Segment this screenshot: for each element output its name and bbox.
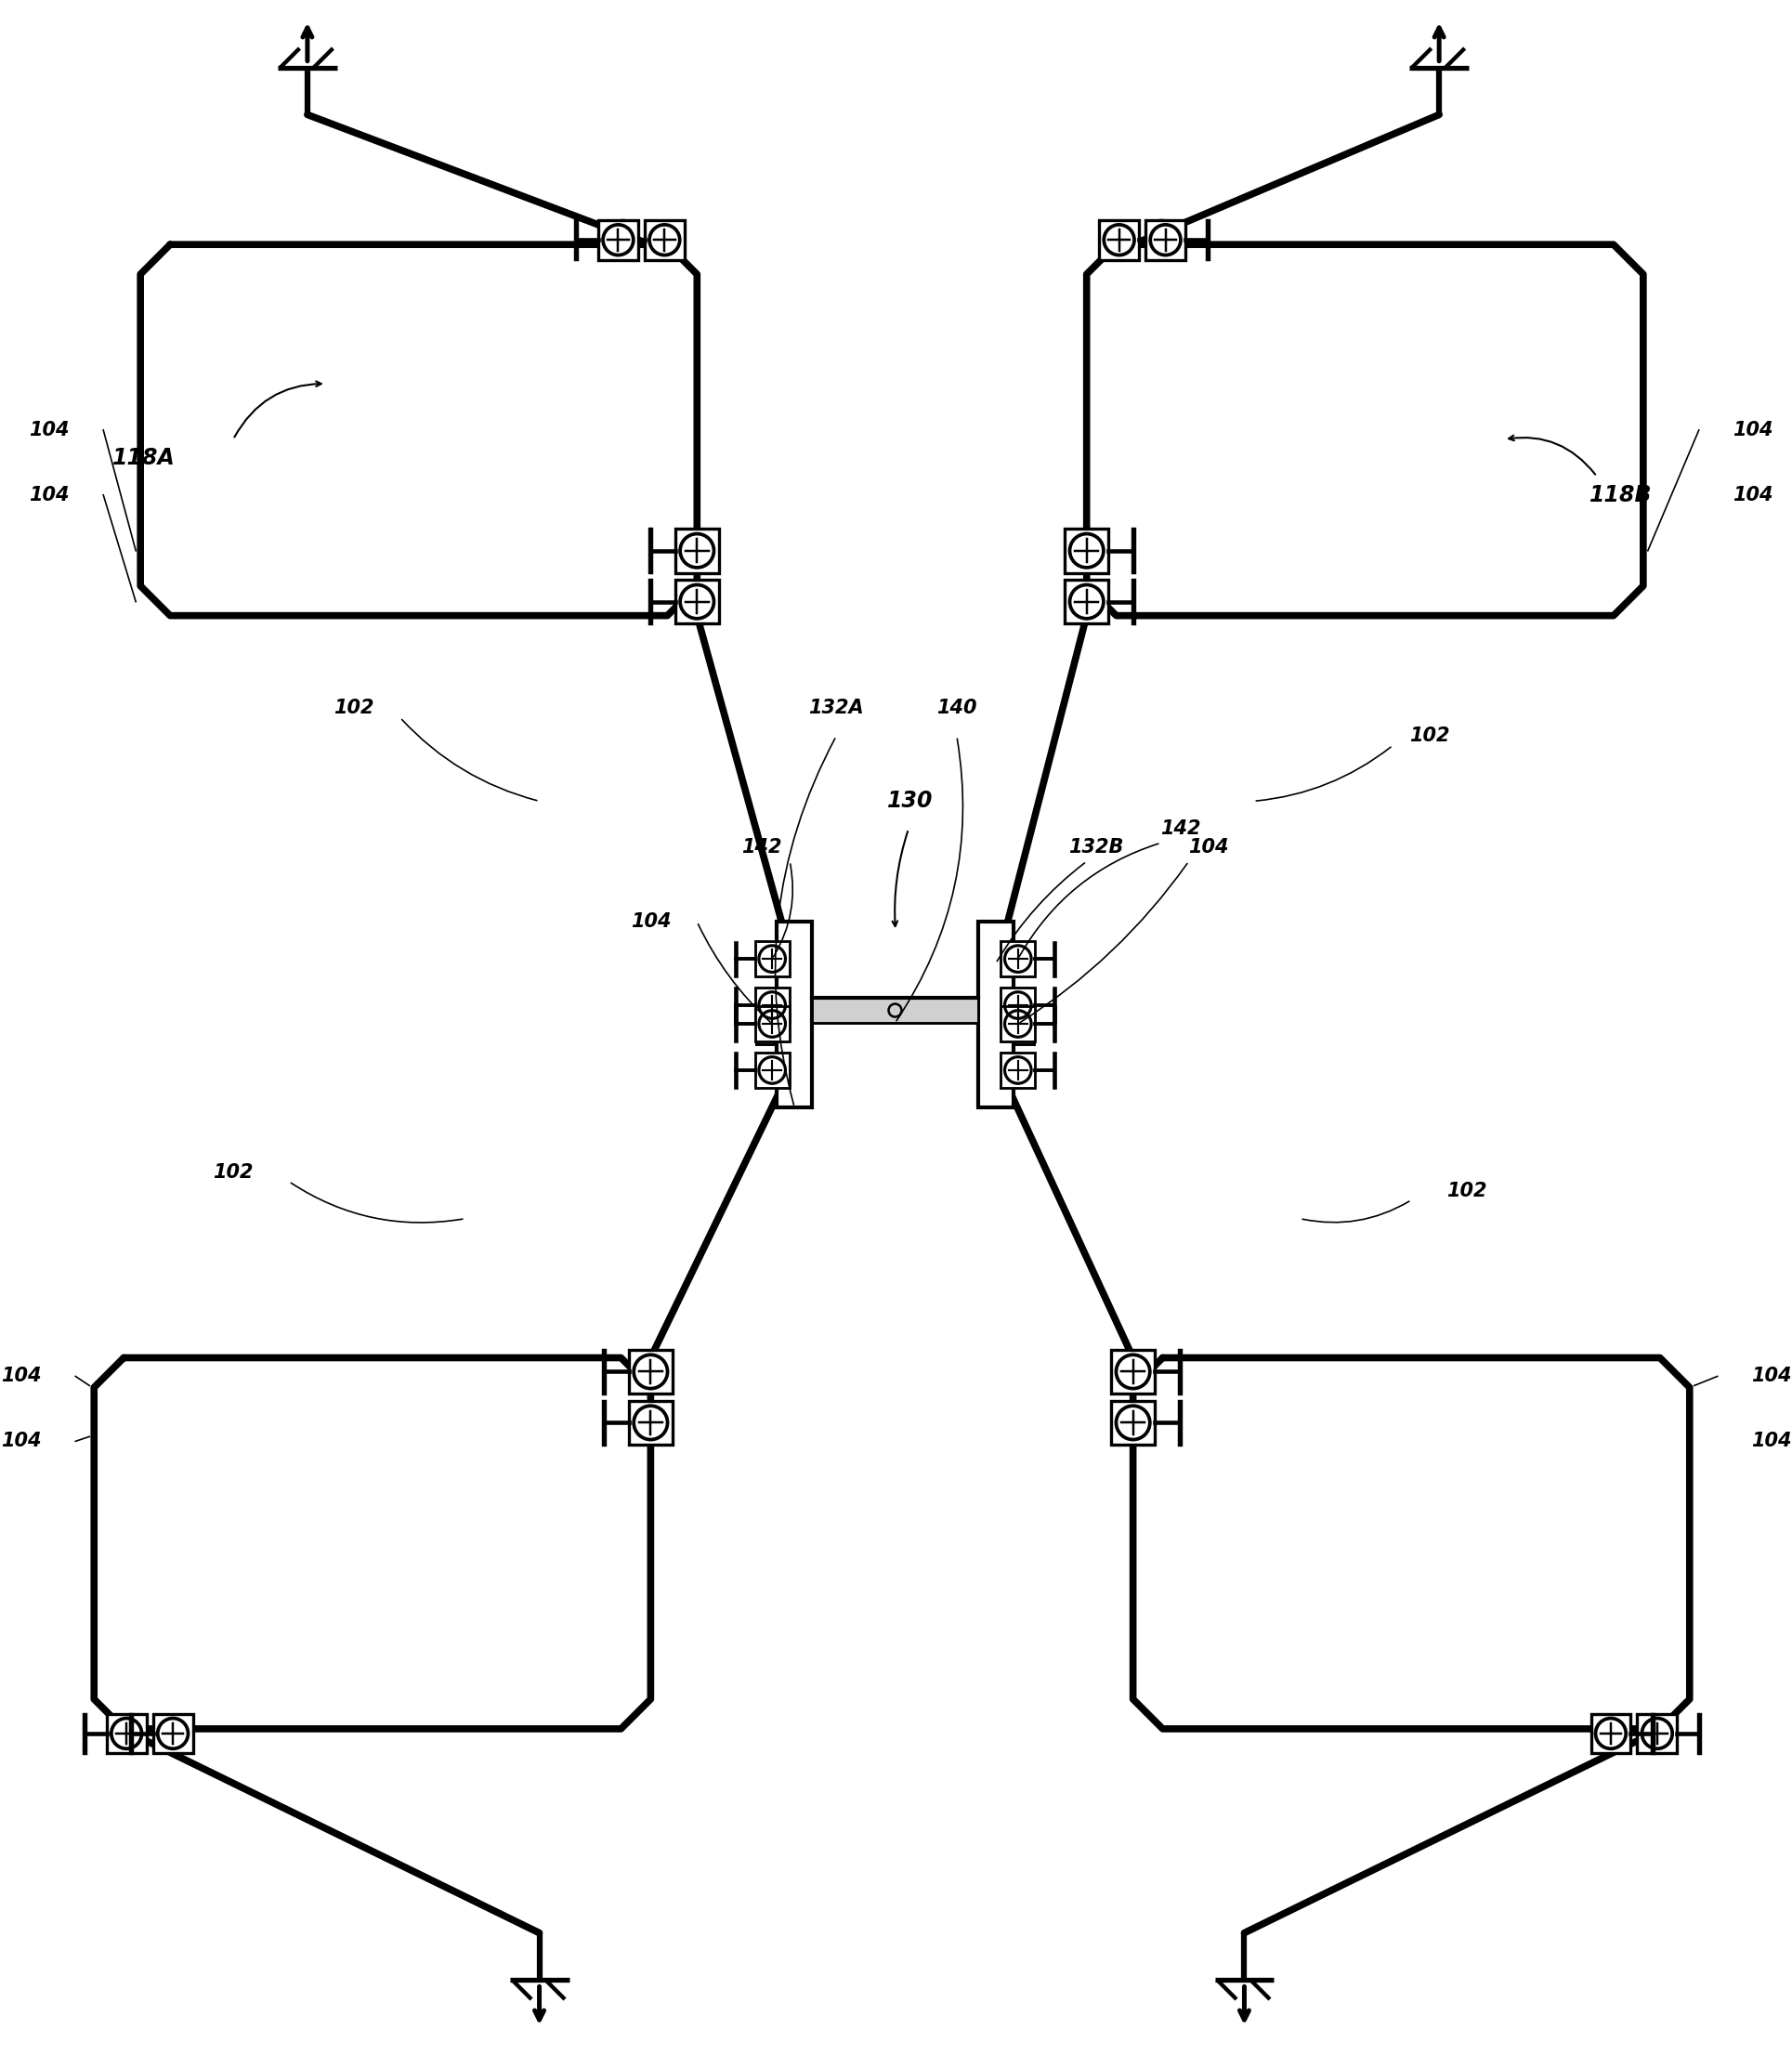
- Text: 132A: 132A: [808, 699, 864, 717]
- Text: 130: 130: [887, 789, 934, 812]
- Polygon shape: [93, 1358, 650, 1728]
- Text: 102: 102: [213, 1163, 253, 1182]
- FancyBboxPatch shape: [676, 528, 719, 573]
- Text: 140: 140: [937, 699, 977, 717]
- Text: 118B: 118B: [1590, 483, 1652, 506]
- FancyBboxPatch shape: [1638, 1714, 1677, 1753]
- Polygon shape: [1133, 1358, 1690, 1728]
- Text: 104: 104: [631, 912, 670, 931]
- Text: 104: 104: [2, 1367, 41, 1385]
- Text: 104: 104: [1751, 1432, 1792, 1451]
- FancyBboxPatch shape: [1145, 220, 1185, 259]
- Bar: [776, 923, 812, 1108]
- Text: 104: 104: [1733, 421, 1772, 440]
- Text: 102: 102: [333, 699, 375, 717]
- FancyBboxPatch shape: [1000, 941, 1036, 976]
- FancyBboxPatch shape: [1111, 1402, 1156, 1445]
- FancyBboxPatch shape: [1000, 1052, 1036, 1087]
- Text: 102: 102: [1446, 1182, 1487, 1200]
- FancyBboxPatch shape: [599, 220, 638, 259]
- FancyBboxPatch shape: [754, 1007, 790, 1042]
- FancyBboxPatch shape: [1591, 1714, 1631, 1753]
- FancyBboxPatch shape: [1064, 528, 1109, 573]
- Text: 104: 104: [1733, 485, 1772, 503]
- Text: 104: 104: [1188, 838, 1229, 857]
- Text: 142: 142: [1161, 820, 1201, 838]
- FancyBboxPatch shape: [108, 1714, 147, 1753]
- Bar: [978, 923, 1012, 1108]
- FancyBboxPatch shape: [754, 1052, 790, 1087]
- Polygon shape: [1086, 245, 1643, 616]
- Text: 104: 104: [2, 1432, 41, 1451]
- FancyBboxPatch shape: [754, 941, 790, 976]
- Polygon shape: [140, 245, 697, 616]
- Text: 132B: 132B: [1068, 838, 1124, 857]
- FancyBboxPatch shape: [754, 988, 790, 1023]
- FancyBboxPatch shape: [152, 1714, 194, 1753]
- Text: 104: 104: [29, 485, 70, 503]
- FancyBboxPatch shape: [1000, 1007, 1036, 1042]
- FancyBboxPatch shape: [676, 580, 719, 625]
- FancyBboxPatch shape: [629, 1350, 672, 1393]
- Bar: [812, 999, 978, 1023]
- Text: 118A: 118A: [113, 446, 176, 469]
- FancyBboxPatch shape: [1111, 1350, 1156, 1393]
- Text: 104: 104: [1751, 1367, 1792, 1385]
- FancyBboxPatch shape: [645, 220, 685, 259]
- FancyBboxPatch shape: [1000, 988, 1036, 1023]
- FancyBboxPatch shape: [1064, 580, 1109, 625]
- Text: 102: 102: [1410, 727, 1450, 746]
- Text: 142: 142: [742, 838, 781, 857]
- FancyBboxPatch shape: [1098, 220, 1140, 259]
- FancyBboxPatch shape: [629, 1402, 672, 1445]
- Text: 104: 104: [29, 421, 70, 440]
